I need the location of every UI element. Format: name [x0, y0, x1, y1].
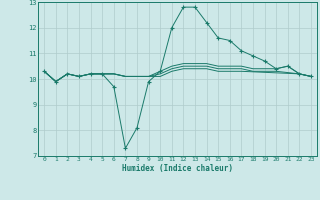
X-axis label: Humidex (Indice chaleur): Humidex (Indice chaleur) — [122, 164, 233, 173]
